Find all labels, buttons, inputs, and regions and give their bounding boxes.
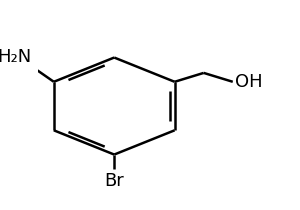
Text: OH: OH <box>235 73 263 91</box>
Text: H₂N: H₂N <box>0 49 32 66</box>
Text: Br: Br <box>104 172 124 190</box>
